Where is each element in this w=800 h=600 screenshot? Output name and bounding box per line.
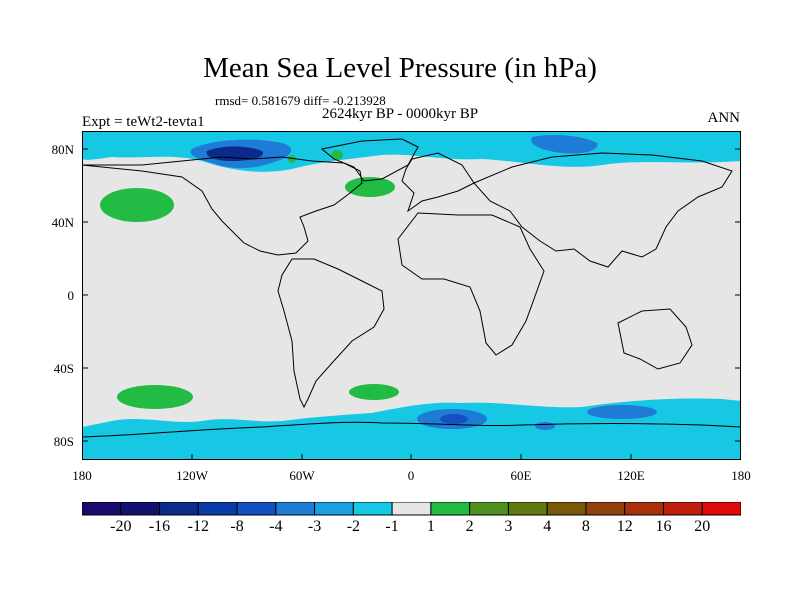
lon-label-120e: 120E: [617, 468, 645, 483]
north-america-coast: [82, 156, 363, 256]
stats-label: rmsd= 0.581679 diff= -0.213928: [215, 93, 386, 108]
colorbar-box: [391, 502, 432, 516]
colorbar-tick-label: -12: [187, 518, 209, 535]
colorbar-box: [585, 502, 626, 516]
north-atlantic-high: [345, 177, 395, 197]
arctic-small-high-1: [331, 150, 343, 160]
colorbar-box: [546, 502, 587, 516]
lon-label-60e: 60E: [510, 468, 532, 483]
colorbar-tick-label: 3: [504, 518, 513, 535]
colorbar-tick-label: 20: [694, 518, 711, 535]
world-map: [82, 131, 741, 460]
lat-label-40n: 40N: [51, 215, 74, 230]
asia-coast: [473, 152, 733, 268]
north-pacific-high: [100, 188, 174, 222]
colorbar-box: [507, 502, 548, 516]
map-title: Mean Sea Level Pressure (in hPa): [203, 52, 597, 84]
period-label: 2624kyr BP - 0000kyr BP: [322, 106, 479, 122]
colorbar-tick-label: -2: [346, 518, 361, 535]
australia-coast: [617, 308, 693, 370]
colorbar-tick-label: -20: [110, 518, 132, 535]
south-atlantic-high: [349, 384, 399, 400]
colorbar-box: [120, 502, 161, 516]
lon-label-60w: 60W: [289, 468, 315, 483]
arctic-small-high-2: [288, 155, 296, 163]
south-pacific-high: [117, 385, 193, 409]
colorbar-tick-label: -3: [307, 518, 322, 535]
colorbar-tick-label: -8: [230, 518, 244, 535]
colorbar-tick-label: 1: [426, 518, 435, 535]
coastlines: [82, 138, 741, 438]
lat-label-80s: 80S: [53, 434, 74, 449]
europe-coast: [401, 152, 475, 213]
experiment-label: Expt = teWt2-tevta1: [82, 114, 205, 130]
colorbar-tick-label: -1: [385, 518, 399, 535]
frame-ticks: [82, 148, 741, 460]
lon-label-0: 0: [407, 468, 415, 483]
colorbar: [82, 502, 741, 516]
colorbar-box: [159, 502, 199, 516]
colorbar-box: [624, 502, 664, 516]
colorbar-box: [197, 502, 238, 516]
south-america-coast: [277, 258, 385, 409]
positive-anomalies: [100, 150, 399, 409]
lon-label-120w: 120W: [176, 468, 208, 483]
africa-coast: [397, 212, 545, 356]
colorbar-tick-label: 16: [655, 518, 672, 535]
lat-label-40s: 40S: [53, 361, 74, 376]
greenland-coast: [320, 138, 419, 182]
colorbar-tick-label: -4: [269, 518, 283, 535]
colorbar-tick-label: 8: [581, 518, 590, 535]
colorbar-box: [275, 502, 316, 516]
colorbar-box: [352, 502, 393, 516]
colorbar-tick-label: 4: [543, 518, 552, 535]
lat-label-0: 0: [67, 288, 75, 303]
season-label: ANN: [707, 110, 741, 126]
colorbar-tick-label: 12: [616, 518, 633, 535]
colorbar-tick-label: -16: [148, 518, 171, 535]
colorbar-box: [82, 502, 122, 516]
antarctica-coast: [82, 421, 741, 438]
colorbar-box: [236, 502, 277, 516]
colorbar-box: [314, 502, 354, 516]
colorbar-box: [469, 502, 509, 516]
colorbar-box: [430, 502, 471, 516]
lat-label-80n: 80N: [51, 142, 74, 157]
colorbar-box: [662, 502, 703, 516]
southern-core-anomaly: [440, 414, 468, 424]
colorbar-tick-label: 2: [465, 518, 474, 535]
lon-label-180w: 180: [72, 468, 92, 483]
colorbar-box: [701, 502, 741, 516]
lon-label-180e: 180: [731, 468, 751, 483]
